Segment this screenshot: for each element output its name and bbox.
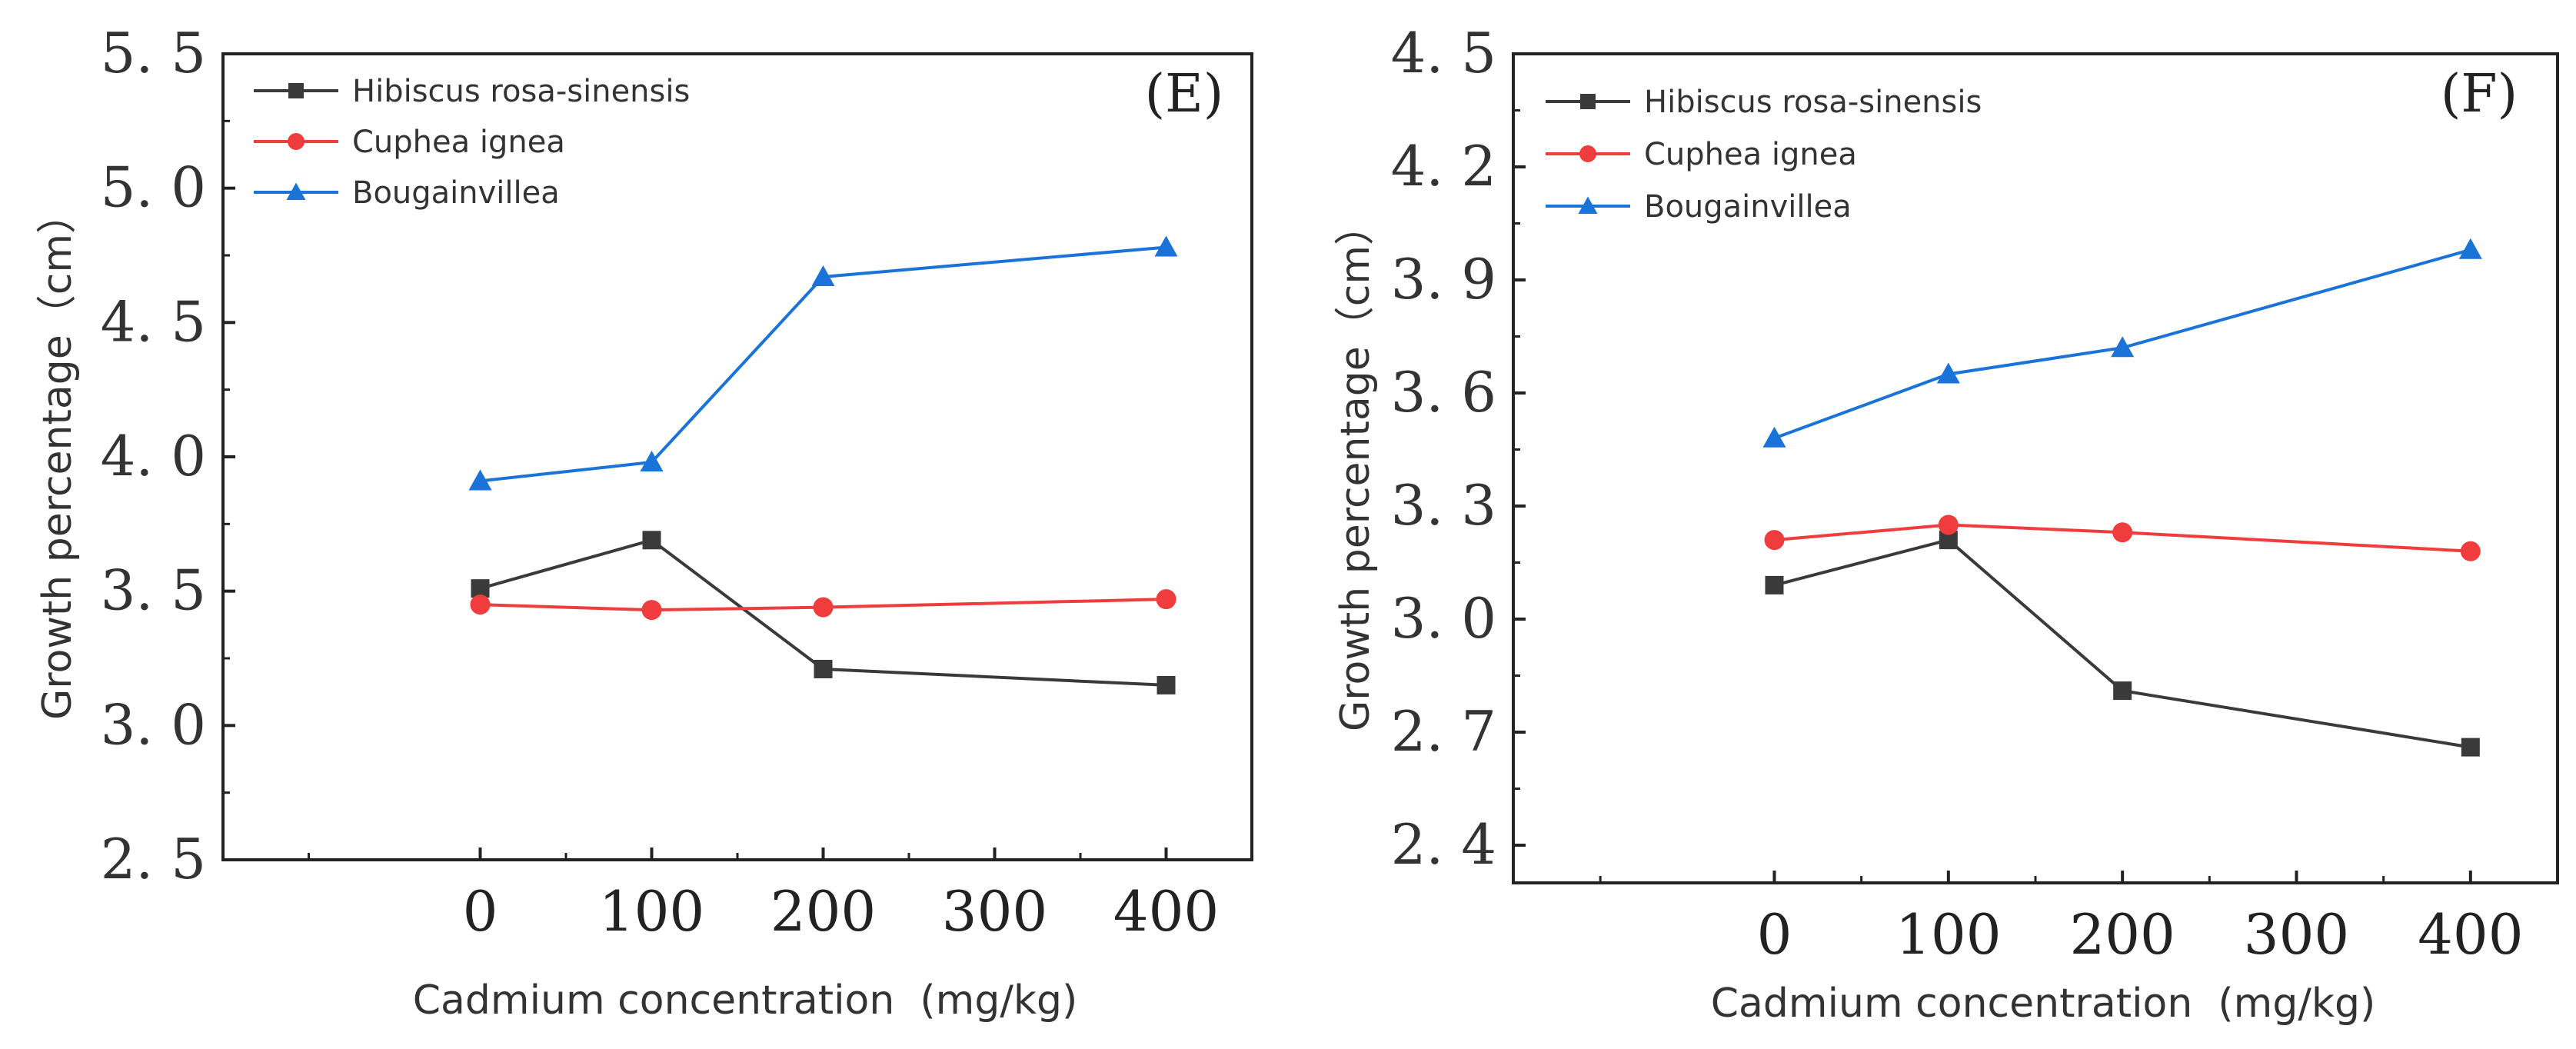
marker-circle xyxy=(1764,530,1785,551)
legend-label: Bougainvillea xyxy=(1644,189,1852,225)
legend-label: Bougainvillea xyxy=(352,175,560,211)
marker-triangle xyxy=(2111,336,2135,358)
series-hibiscus-rosa-sinensis xyxy=(1765,531,2480,757)
marker-circle xyxy=(288,133,305,150)
y-tick-label: 3. 5 xyxy=(101,558,206,623)
series-cuphea-ignea xyxy=(1764,515,2481,561)
y-tick-label: 3. 3 xyxy=(1391,473,1496,538)
series-bougainvillea xyxy=(468,235,1178,491)
marker-triangle xyxy=(468,469,492,491)
y-tick-label: 4. 2 xyxy=(1391,134,1496,198)
marker-triangle xyxy=(286,182,306,200)
legend-entry: Cuphea ignea xyxy=(254,125,565,160)
marker-triangle xyxy=(640,450,664,471)
legend-entry: Cuphea ignea xyxy=(1546,137,1857,172)
x-axis-title: Cadmium concentration (mg/kg) xyxy=(1711,981,2376,1027)
marker-square xyxy=(1157,675,1176,694)
series-cuphea-ignea xyxy=(470,589,1177,621)
marker-square xyxy=(642,531,661,550)
legend-label: Hibiscus rosa-sinensis xyxy=(352,74,690,109)
panel-label: (F) xyxy=(2441,64,2518,125)
series-line xyxy=(480,245,1167,483)
x-axis-title: Cadmium concentration (mg/kg) xyxy=(413,977,1078,1024)
chart-panel-e: 2. 5 3. 0 3. 5 4. 0 4. 5 5. 0 5. 5 0 100 200 300 40… xyxy=(35,21,1253,1024)
x-tick-label: 100 xyxy=(1895,902,2001,967)
y-axis-title: Growth percentage（cm） xyxy=(35,194,81,720)
x-tick-label: 0 xyxy=(1757,902,1792,967)
y-tick-label: 5. 0 xyxy=(101,155,206,220)
y-tick-label: 3. 6 xyxy=(1391,360,1496,425)
marker-triangle xyxy=(1762,426,1786,448)
marker-circle xyxy=(813,597,834,618)
marker-square xyxy=(2113,681,2132,701)
series-line xyxy=(479,538,1167,687)
legend-label: Cuphea ignea xyxy=(352,125,565,160)
series-hibiscus-rosa-sinensis xyxy=(471,531,1176,694)
series-bougainvillea xyxy=(1762,238,2482,448)
y-tick-label: 3. 9 xyxy=(1391,247,1496,311)
marker-circle xyxy=(641,600,662,621)
marker-square xyxy=(2461,738,2480,757)
legend-entry: Bougainvillea xyxy=(1546,189,1852,225)
y-tick-label: 4. 5 xyxy=(1391,21,1496,85)
x-tick-label: 300 xyxy=(2244,902,2349,967)
marker-square xyxy=(1580,94,1596,109)
x-tick-label: 200 xyxy=(770,879,876,944)
x-tick-label: 400 xyxy=(1113,879,1219,944)
legend-entry: Bougainvillea xyxy=(254,175,560,211)
y-tick-label: 4. 0 xyxy=(101,424,206,488)
legend-label: Cuphea ignea xyxy=(1644,137,1857,172)
marker-square xyxy=(1765,575,1784,594)
y-tick-label: 4. 5 xyxy=(101,289,206,354)
marker-circle xyxy=(1156,589,1177,610)
marker-square xyxy=(814,659,833,678)
series-line xyxy=(480,598,1167,612)
y-tick-label: 3. 0 xyxy=(101,692,206,757)
panel-label: (E) xyxy=(1145,64,1224,125)
legend-entry: Hibiscus rosa-sinensis xyxy=(254,74,690,109)
y-tick-label: 2. 7 xyxy=(1391,699,1496,764)
marker-triangle xyxy=(1154,235,1178,257)
plot-frame xyxy=(1512,52,2559,884)
marker-circle xyxy=(1938,515,1959,535)
y-tick-label: 3. 0 xyxy=(1391,586,1496,651)
y-tick-label: 2. 5 xyxy=(101,827,206,891)
y-axis-title: Growth percentage（cm） xyxy=(1333,205,1379,731)
legend-label: Hibiscus rosa-sinensis xyxy=(1644,85,1982,120)
marker-circle xyxy=(2460,541,2481,561)
x-tick-label: 400 xyxy=(2418,902,2523,967)
marker-circle xyxy=(470,594,491,615)
marker-circle xyxy=(1579,145,1596,162)
marker-circle xyxy=(2112,522,2133,543)
marker-square xyxy=(288,83,304,98)
x-tick-label: 300 xyxy=(942,879,1047,944)
legend-entry: Hibiscus rosa-sinensis xyxy=(1546,85,1982,120)
y-tick-label: 5. 5 xyxy=(101,21,206,85)
series-line xyxy=(1773,538,2471,749)
marker-triangle xyxy=(2458,238,2482,259)
series-line xyxy=(1774,523,2471,553)
series-line xyxy=(1773,248,2471,440)
chart-panel-f: 2. 4 2. 7 3. 0 3. 3 3. 6 3. 9 4. 2 4. 5 0 100 200 3… xyxy=(1333,21,2559,1027)
x-tick-label: 100 xyxy=(599,879,704,944)
x-tick-label: 200 xyxy=(2069,902,2175,967)
marker-triangle xyxy=(811,265,835,286)
x-tick-label: 0 xyxy=(463,879,498,944)
marker-triangle xyxy=(1936,362,1960,384)
y-tick-label: 2. 4 xyxy=(1391,812,1496,877)
marker-triangle xyxy=(1578,196,1598,214)
